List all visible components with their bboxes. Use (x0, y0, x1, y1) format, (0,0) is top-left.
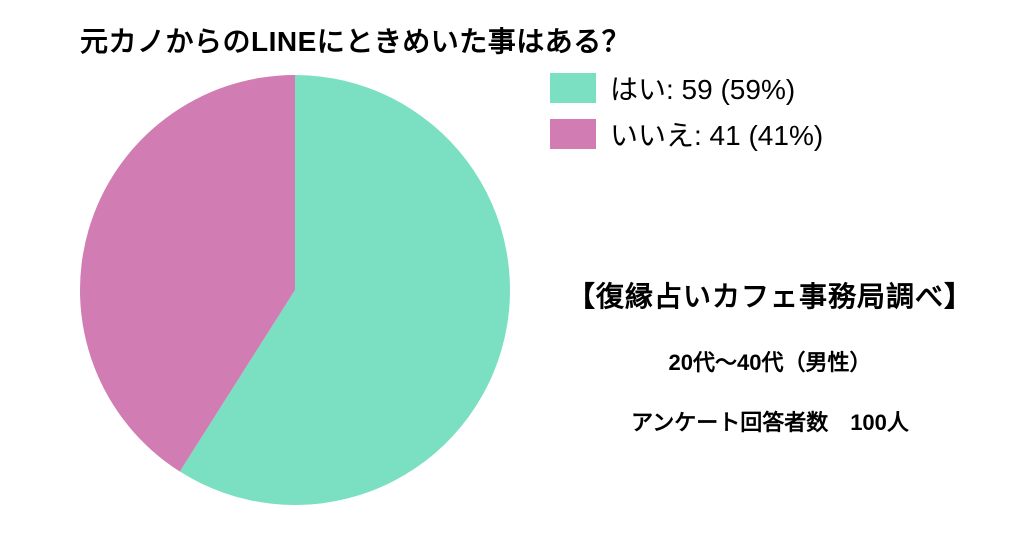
chart-title: 元カノからのLINEにときめいた事はある？ (80, 20, 630, 60)
source-title: 【復縁占いカフェ事務局調べ】 (550, 275, 990, 315)
legend-label-no: いいえ: 41 (41%) (610, 114, 823, 154)
legend: はい: 59 (59%) いいえ: 41 (41%) (550, 68, 823, 160)
source-demographic: 20代〜40代（男性） (550, 345, 990, 377)
legend-item-yes: はい: 59 (59%) (550, 68, 823, 108)
pie-svg (80, 75, 510, 505)
pie-chart (80, 75, 510, 505)
chart-stage: 元カノからのLINEにときめいた事はある？ はい: 59 (59%) いいえ: … (0, 0, 1024, 550)
source-block: 【復縁占いカフェ事務局調べ】 20代〜40代（男性） アンケート回答者数 100… (550, 275, 990, 437)
legend-swatch-no (550, 119, 596, 149)
legend-item-no: いいえ: 41 (41%) (550, 114, 823, 154)
legend-label-yes: はい: 59 (59%) (610, 68, 795, 108)
source-respondents: アンケート回答者数 100人 (550, 405, 990, 437)
legend-swatch-yes (550, 73, 596, 103)
